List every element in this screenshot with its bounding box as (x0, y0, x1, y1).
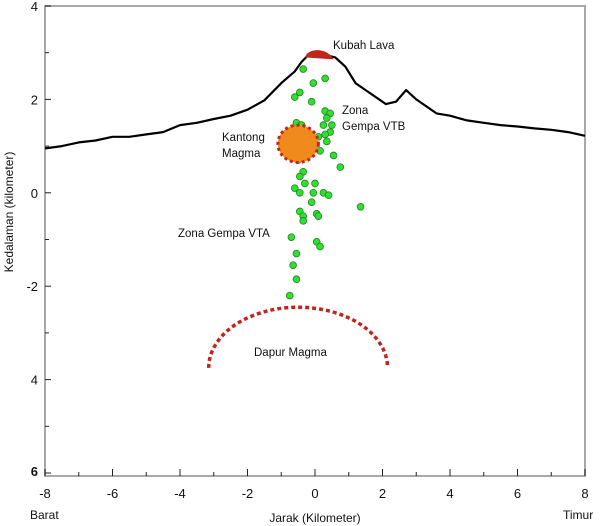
earthquake-point (356, 203, 365, 211)
earthquake-point (296, 172, 304, 181)
y-tick-label: 4 (31, 0, 38, 14)
x-tick-label: -6 (107, 486, 119, 501)
earthquake-point (307, 198, 316, 206)
earthquake-point (309, 189, 318, 197)
earthquake-point (290, 184, 299, 192)
earthquake-point (329, 151, 338, 160)
earthquake-point (307, 97, 316, 106)
y-axis-title: Kedalaman (kilometer) (2, 152, 16, 273)
earthquake-point (290, 93, 299, 101)
x-tick-label: 6 (514, 486, 521, 501)
y-tick-label: -2 (26, 279, 38, 294)
earthquake-point (296, 189, 304, 197)
annotation-magma-pocket-line1: Kantong (222, 132, 265, 144)
earthquake-point (299, 217, 307, 225)
annotation-vta-zone: Zona Gempa VTA (178, 228, 270, 240)
x-tick-label: -4 (174, 486, 186, 501)
x-tick-label: -8 (39, 486, 51, 501)
earthquake-point (289, 261, 297, 269)
x-axis-ticks: -8 -6 -4 -2 0 2 4 6 8 (39, 469, 589, 501)
earthquake-point (309, 79, 318, 87)
earthquake-point (323, 137, 331, 146)
x-tick-label: 0 (311, 486, 318, 501)
y-tick-label: 6 (31, 464, 38, 479)
earthquake-points (285, 65, 365, 300)
annotation-lava-dome: Kubah Lava (333, 40, 395, 52)
y-tick-label: 4 (31, 373, 38, 388)
earthquake-point (301, 179, 309, 188)
x-tick-label: 2 (379, 486, 386, 501)
earthquake-point (314, 212, 323, 220)
annotation-vtb-zone-line1: Zona (342, 105, 369, 117)
earthquake-point (292, 249, 301, 258)
earthquake-point (323, 114, 331, 122)
annotation-magma-pocket-line2: Magma (222, 148, 261, 160)
magma-pocket (276, 123, 320, 164)
x-tick-label: 8 (581, 486, 588, 501)
earthquake-point (328, 121, 336, 129)
earthquake-point (316, 242, 324, 251)
earthquake-point (296, 88, 304, 97)
earthquake-point (321, 130, 329, 139)
earthquake-point (292, 275, 301, 283)
lava-dome (304, 50, 334, 60)
y-axis-ticks: 4 2 0 -2 4 6 (26, 0, 51, 479)
y-tick-label: 0 (31, 186, 38, 201)
earthquake-point (336, 163, 345, 171)
earthquake-point (319, 121, 328, 129)
earthquake-point (299, 65, 307, 73)
earthquake-point (311, 179, 319, 188)
x-tick-label: -2 (242, 486, 254, 501)
earthquake-point (321, 74, 329, 83)
x-tick-label: 4 (446, 486, 453, 501)
y-tick-label: 2 (31, 92, 38, 107)
annotation-magma-chamber: Dapur Magma (254, 347, 327, 359)
earthquake-point (287, 233, 296, 241)
earthquake-point (285, 291, 294, 300)
direction-label-west: Barat (30, 508, 59, 522)
earthquake-point (324, 191, 333, 199)
direction-label-east: Timur (563, 508, 593, 522)
magma-chamber-arc (206, 305, 390, 368)
x-axis-title: Jarak (Kilometer) (269, 511, 360, 525)
annotation-vtb-zone-line2: Gempa VTB (342, 121, 406, 133)
